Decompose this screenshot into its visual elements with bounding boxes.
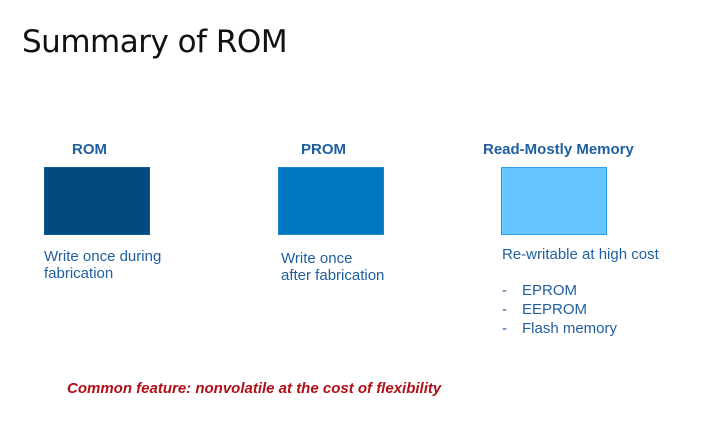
- flash-memory-label: Flash memory: [522, 320, 618, 337]
- eprom-label: EPROM: [522, 282, 578, 299]
- read-mostly-heading: Read-Mostly Memory: [483, 141, 634, 158]
- list-dash: -: [502, 301, 507, 318]
- rom-heading: ROM: [72, 141, 107, 158]
- rom-desc-line-2: fabrication: [44, 265, 114, 282]
- list-item: - Flash memory: [502, 319, 617, 338]
- prom-desc-line-1: Write once: [281, 250, 353, 267]
- prom-swatch: [278, 167, 384, 235]
- slide-title: Summary of ROM: [22, 24, 288, 60]
- read-mostly-swatch: [501, 167, 607, 235]
- prom-description: Write once after fabrication: [281, 250, 384, 284]
- list-item: - EPROM: [502, 281, 617, 300]
- prom-heading: PROM: [301, 141, 346, 158]
- list-dash: -: [502, 282, 507, 299]
- rom-desc-line-1: Write once during: [44, 248, 162, 265]
- read-mostly-description: Re-writable at high cost: [502, 246, 659, 263]
- read-mostly-desc-line-1: Re-writable at high cost: [502, 246, 659, 263]
- eeprom-label: EEPROM: [522, 301, 588, 318]
- list-dash: -: [502, 320, 507, 337]
- rom-description: Write once during fabrication: [44, 248, 161, 282]
- memory-type-list: - EPROM - EEPROM - Flash memory: [502, 281, 617, 338]
- rom-swatch: [44, 167, 150, 235]
- prom-desc-line-2: after fabrication: [281, 267, 385, 284]
- common-feature-note: Common feature: nonvolatile at the cost …: [67, 380, 442, 397]
- list-item: - EEPROM: [502, 300, 617, 319]
